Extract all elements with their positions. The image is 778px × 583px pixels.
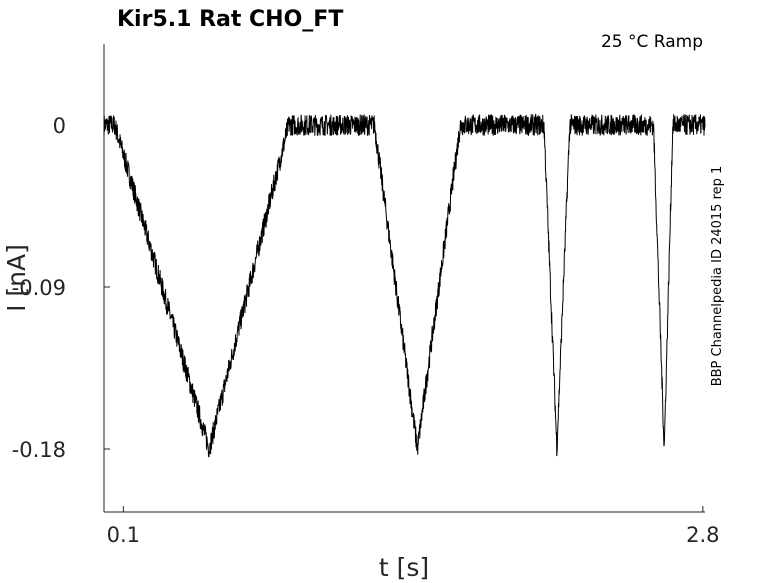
x-ticks: 0.1 2.8 [107, 506, 720, 547]
current-trace [103, 113, 706, 458]
y-axis-label: I [nA] [2, 244, 31, 312]
y-tick-label: 0 [53, 114, 66, 138]
y-tick-label: -0.18 [12, 438, 66, 462]
x-tick-label: 0.1 [107, 523, 140, 547]
y-ticks: 0 -0.09 -0.18 [12, 114, 110, 462]
chart-title: Kir5.1 Rat CHO_FT [117, 7, 343, 32]
condition-annotation: 25 °C Ramp [601, 32, 703, 52]
axes [103, 44, 705, 513]
x-axis-label: t [s] [379, 553, 429, 582]
y-tick-label: -0.09 [12, 276, 66, 300]
side-label: BBP Channelpedia ID 24015 rep 1 [710, 166, 725, 387]
x-tick-label: 2.8 [686, 523, 719, 547]
